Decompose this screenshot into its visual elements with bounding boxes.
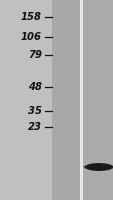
Text: 79: 79 <box>28 50 42 60</box>
Text: 106: 106 <box>21 32 42 42</box>
Ellipse shape <box>82 164 113 170</box>
Text: 35: 35 <box>28 106 42 116</box>
Text: 158: 158 <box>21 12 42 22</box>
Bar <box>52 0 79 200</box>
Ellipse shape <box>86 164 110 170</box>
Ellipse shape <box>89 165 107 169</box>
Bar <box>82 0 113 200</box>
Ellipse shape <box>84 163 112 171</box>
Text: 48: 48 <box>28 82 42 92</box>
Ellipse shape <box>84 164 113 170</box>
Bar <box>79 0 82 200</box>
Text: 23: 23 <box>28 122 42 132</box>
